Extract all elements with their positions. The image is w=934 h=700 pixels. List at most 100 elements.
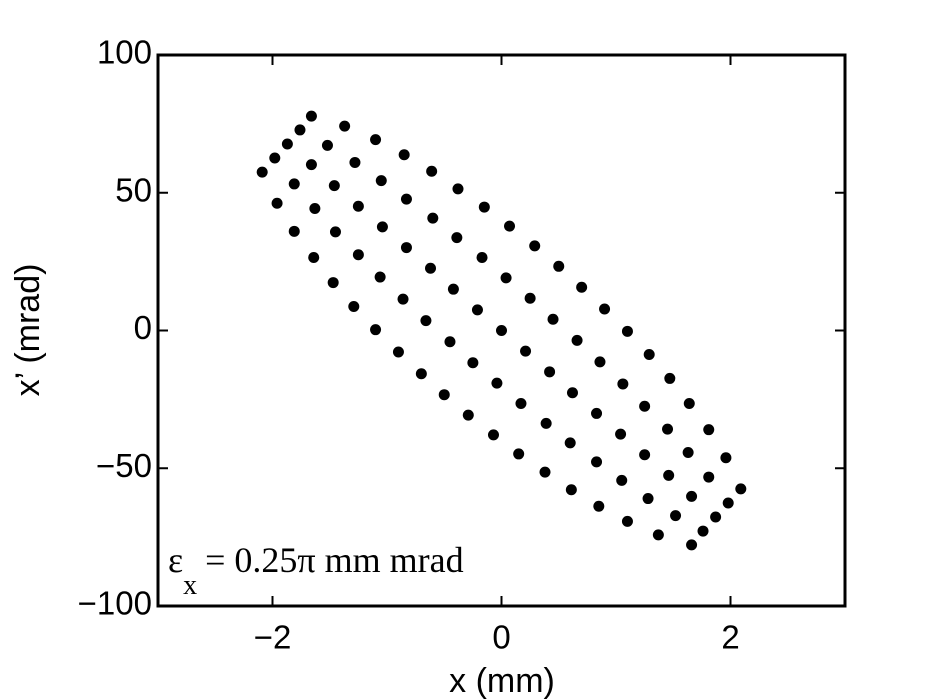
point (321, 139, 333, 151)
point (735, 483, 747, 495)
point (504, 220, 516, 232)
point (703, 471, 715, 483)
point (420, 315, 432, 327)
point (664, 372, 676, 384)
y-tick-label: 100 (97, 34, 152, 71)
point (553, 260, 565, 272)
point (487, 429, 499, 441)
point (478, 201, 490, 213)
point (491, 377, 503, 389)
point (438, 389, 450, 401)
point (621, 325, 633, 337)
point (621, 515, 633, 527)
point (697, 525, 709, 537)
annotation-symbol: ε (168, 540, 183, 580)
point (374, 271, 386, 283)
point (722, 497, 734, 509)
point (682, 447, 694, 459)
point (294, 124, 306, 136)
y-axis-label: x’ (mrad) (9, 264, 47, 397)
point (591, 456, 603, 468)
annotation-subscript: x (183, 570, 197, 601)
point (643, 348, 655, 360)
point (415, 368, 427, 380)
point (652, 529, 664, 541)
point (720, 452, 732, 464)
point (576, 281, 588, 293)
point (500, 272, 512, 284)
point (392, 346, 404, 358)
point (703, 424, 715, 436)
point (642, 493, 654, 505)
point (616, 474, 628, 486)
point (352, 200, 364, 212)
point (309, 202, 321, 214)
point (327, 277, 339, 289)
annotation: εx = 0.25π mm mrad (168, 540, 464, 601)
point (349, 156, 361, 168)
point (444, 336, 456, 348)
x-tick-label: −2 (254, 619, 292, 656)
point (496, 325, 507, 336)
point (670, 510, 682, 522)
point (398, 149, 410, 161)
point (564, 437, 576, 449)
point (256, 166, 268, 178)
point (524, 292, 536, 304)
point (288, 225, 300, 237)
point (544, 366, 556, 378)
point (662, 423, 674, 435)
point (515, 398, 527, 410)
point (339, 120, 351, 132)
point (639, 400, 651, 412)
point (617, 378, 629, 390)
point (400, 242, 412, 254)
point (328, 180, 340, 192)
point (269, 152, 281, 164)
point (370, 324, 382, 336)
point (352, 249, 364, 261)
point (427, 212, 439, 224)
point (375, 175, 387, 187)
point (348, 301, 360, 313)
point (686, 539, 698, 551)
point (591, 407, 603, 419)
point (462, 409, 474, 421)
point (308, 251, 320, 263)
x-axis-label: x (mm) (449, 662, 555, 700)
x-tick-label: 2 (721, 619, 739, 656)
point (476, 251, 488, 263)
point (639, 449, 651, 461)
point (467, 357, 479, 369)
y-tick-label: 0 (134, 309, 152, 346)
point (513, 448, 525, 460)
point (376, 221, 388, 233)
annotation-text: = 0.25π mm mrad (205, 540, 463, 580)
point (547, 313, 559, 325)
point (426, 165, 438, 177)
y-tick-label: −100 (78, 585, 152, 622)
point (686, 490, 698, 502)
point (447, 283, 459, 295)
point (663, 469, 675, 481)
point (571, 334, 583, 346)
point (451, 232, 463, 244)
point (594, 356, 606, 368)
point (370, 134, 382, 146)
point (540, 417, 552, 429)
x-tick-label: 0 (492, 619, 510, 656)
point (305, 159, 317, 171)
point (305, 110, 317, 122)
point (288, 178, 300, 190)
plot-area (256, 110, 747, 551)
point (452, 183, 464, 195)
point (566, 387, 578, 399)
y-tick-label: −50 (96, 447, 152, 484)
point (281, 138, 293, 150)
point (397, 293, 409, 305)
point (565, 484, 577, 496)
point (425, 262, 437, 274)
y-tick-label: 50 (115, 171, 152, 208)
point (400, 193, 412, 205)
